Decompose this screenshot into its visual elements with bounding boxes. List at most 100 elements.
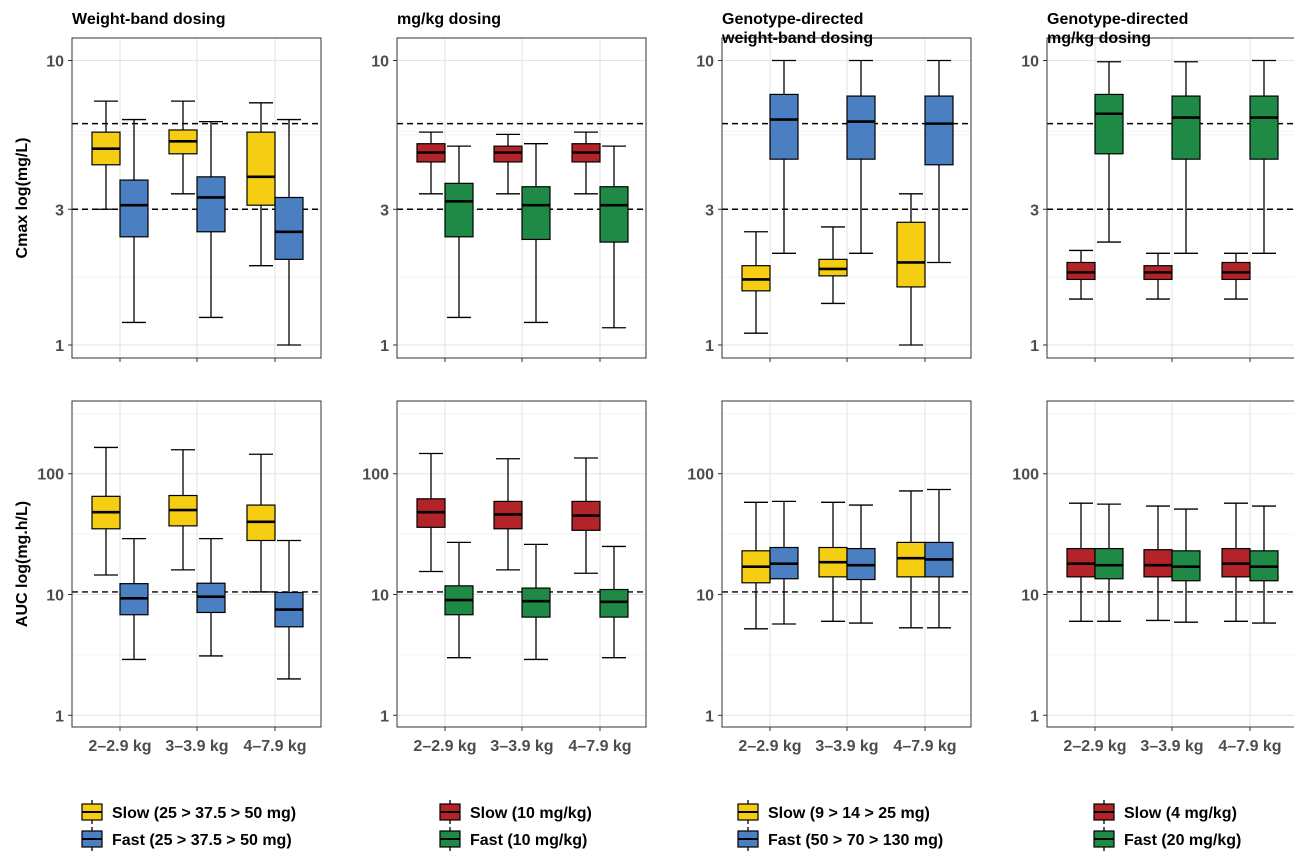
- box-slow-1: [818, 226, 848, 305]
- panel-1-1: 1 10 100 2–2.9 kg 3–3.9 kg 4–7.9 kg: [362, 400, 647, 755]
- legend-label: Fast (20 mg/kg): [1124, 832, 1241, 849]
- box-slow-1: [168, 100, 198, 195]
- box-slow-1: [168, 449, 198, 571]
- box-slow-1: [1143, 505, 1173, 622]
- y-tick-label: 1: [705, 338, 714, 355]
- box-fast-0: [769, 59, 799, 254]
- box-slow-1: [493, 133, 523, 195]
- column-title: weight-band dosing: [721, 30, 873, 47]
- x-tick-label: 2–2.9 kg: [88, 738, 151, 755]
- box-iqr: [769, 93, 799, 160]
- column-title: Genotype-directed: [1047, 11, 1188, 28]
- y-tick-label: 100: [362, 467, 389, 484]
- x-tick-label: 2–2.9 kg: [1063, 738, 1126, 755]
- box-fast-0: [119, 538, 149, 661]
- box-slow-0: [1066, 249, 1096, 300]
- box-iqr: [599, 186, 629, 243]
- box-fast-0: [1094, 503, 1124, 622]
- box-iqr: [896, 221, 926, 288]
- legend-label: Slow (25 > 37.5 > 50 mg): [112, 805, 296, 822]
- box-iqr: [444, 182, 474, 238]
- y-tick-label: 10: [46, 54, 64, 71]
- box-iqr: [1066, 261, 1096, 281]
- box-fast-1: [1171, 61, 1201, 254]
- box-slow-1: [1143, 252, 1173, 300]
- box-iqr: [196, 176, 226, 233]
- box-iqr: [274, 196, 304, 260]
- y-tick-label: 100: [1012, 467, 1039, 484]
- x-tick-label: 2–2.9 kg: [413, 738, 476, 755]
- y-tick-label: 1: [1030, 708, 1039, 725]
- y-tick-label: 1: [1030, 338, 1039, 355]
- box-slow-2: [896, 193, 926, 346]
- box-fast-2: [924, 488, 954, 629]
- box-fast-0: [444, 145, 474, 319]
- y-tick-label: 10: [371, 54, 389, 71]
- legend-label: Slow (4 mg/kg): [1124, 805, 1237, 822]
- box-slow-0: [416, 131, 446, 195]
- box-iqr: [1094, 547, 1124, 580]
- x-tick-label: 2–2.9 kg: [738, 738, 801, 755]
- y-axis-label: AUC log(mg.h/L): [14, 501, 31, 627]
- box-iqr: [246, 131, 276, 206]
- box-slow-2: [1221, 502, 1251, 622]
- y-tick-label: 10: [371, 588, 389, 605]
- box-fast-2: [1249, 505, 1279, 624]
- column-title: Genotype-directed: [722, 11, 863, 28]
- y-tick-label: 100: [37, 467, 64, 484]
- y-tick-label: 3: [1030, 202, 1039, 219]
- panel-background: [1047, 38, 1294, 358]
- box-iqr: [1249, 95, 1279, 160]
- legend-2: Slow (9 > 14 > 25 mg) Fast (50 > 70 > 130…: [737, 800, 943, 851]
- box-fast-0: [769, 500, 799, 625]
- y-tick-label: 1: [705, 708, 714, 725]
- x-tick-label: 4–7.9 kg: [243, 738, 306, 755]
- legend-0: Slow (25 > 37.5 > 50 mg) Fast (25 > 37.5 …: [81, 800, 296, 851]
- column-title: Weight-band dosing: [72, 11, 225, 28]
- box-iqr: [818, 258, 848, 277]
- legend-3: Slow (4 mg/kg) Fast (20 mg/kg): [1093, 800, 1241, 851]
- box-slow-0: [1066, 502, 1096, 622]
- legend-label: Slow (9 > 14 > 25 mg): [768, 805, 930, 822]
- y-tick-label: 10: [696, 54, 714, 71]
- box-iqr: [1143, 549, 1173, 578]
- box-fast-2: [1249, 59, 1279, 254]
- box-fast-1: [196, 538, 226, 657]
- box-slow-2: [571, 131, 601, 195]
- box-fast-2: [274, 118, 304, 346]
- box-slow-2: [246, 453, 276, 593]
- box-fast-0: [1094, 61, 1124, 243]
- box-fast-1: [846, 504, 876, 624]
- panel-1-3: 1 10 100 2–2.9 kg 3–3.9 kg 4–7.9 kg: [1012, 400, 1294, 755]
- y-tick-label: 10: [46, 588, 64, 605]
- panel-1-0: 1 10 100 2–2.9 kg 3–3.9 kg 4–7.9 kg AUC log(mg…: [14, 400, 322, 755]
- box-iqr: [1094, 93, 1124, 155]
- legend-label: Fast (50 > 70 > 130 mg): [768, 832, 943, 849]
- box-slow-0: [741, 501, 771, 630]
- box-iqr: [521, 186, 551, 241]
- panel-0-1: 1 3 10: [371, 37, 647, 362]
- y-tick-label: 10: [1021, 588, 1039, 605]
- legend-label: Fast (10 mg/kg): [470, 832, 587, 849]
- y-axis-label: Cmax log(mg/L): [14, 138, 31, 259]
- x-tick-label: 3–3.9 kg: [815, 738, 878, 755]
- box-slow-0: [91, 100, 121, 210]
- y-tick-label: 3: [380, 202, 389, 219]
- y-tick-label: 1: [55, 338, 64, 355]
- legend-label: Slow (10 mg/kg): [470, 805, 592, 822]
- box-fast-1: [521, 543, 551, 661]
- box-fast-1: [1171, 508, 1201, 623]
- x-tick-label: 4–7.9 kg: [1218, 738, 1281, 755]
- y-tick-label: 3: [705, 202, 714, 219]
- box-iqr: [896, 541, 926, 578]
- box-iqr: [119, 179, 149, 238]
- box-slow-1: [493, 458, 523, 571]
- box-slow-2: [896, 490, 926, 629]
- box-iqr: [493, 145, 523, 163]
- box-fast-2: [274, 539, 304, 680]
- panel-0-2: 1 3 10: [696, 37, 972, 362]
- box-fast-2: [924, 59, 954, 264]
- y-tick-label: 1: [380, 338, 389, 355]
- box-iqr: [1171, 95, 1201, 160]
